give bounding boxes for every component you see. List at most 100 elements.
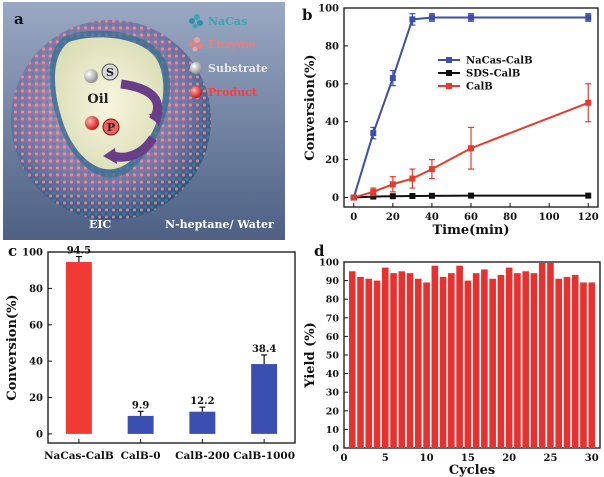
- cycle-bar-19: [505, 267, 513, 448]
- cycle-bar-26: [563, 276, 571, 448]
- cycle-bar-0: [348, 271, 356, 448]
- cycle-bar-5: [390, 273, 397, 448]
- legend-b-marker-1: [446, 70, 452, 76]
- chart-d-y-tick-label: 100: [319, 258, 339, 269]
- data-point-2-1: [370, 188, 377, 195]
- chart-b-y-tick-label: 60: [325, 79, 339, 90]
- oil-label: Oil: [87, 92, 108, 107]
- panel-b-letter-wrap: b: [302, 6, 313, 24]
- legend-b-marker-2: [446, 83, 452, 89]
- chart-b-x-axis-label: Time(min): [432, 223, 509, 238]
- chart-b-y-tick-label: 100: [318, 4, 339, 15]
- chart-b-x-tick-label: 120: [578, 212, 599, 223]
- chart-c-y-tick-label: 40: [29, 357, 43, 368]
- chart-d-y-tick-label: 80: [326, 295, 340, 306]
- cycle-bar-4: [381, 267, 389, 448]
- bar-3: [251, 364, 278, 434]
- bar-0: [65, 262, 92, 434]
- chart-d-y-tick-label: 10: [326, 425, 340, 436]
- data-point-2-6: [585, 99, 592, 106]
- s-circle: [101, 63, 119, 81]
- cycle-bar-24: [547, 263, 554, 448]
- cycle-bar-28: [580, 282, 587, 448]
- chart-b-x-tick-label: 80: [503, 212, 517, 223]
- panel-a-letter: a: [14, 10, 24, 28]
- chart-d-y-tick-label: 70: [326, 313, 340, 324]
- cycle-bar-1: [357, 276, 364, 448]
- cycle-bar-23: [538, 263, 546, 448]
- data-point-0-5: [468, 14, 474, 21]
- legend-b-label-2: CalB: [466, 82, 493, 93]
- chart-c-y-axis-label: Conversion(%): [5, 294, 20, 400]
- chart-d-y-tick-label: 30: [326, 388, 340, 399]
- legend-item-substrate: Substrate: [190, 62, 268, 75]
- data-point-0-3: [409, 16, 416, 23]
- nacas-protein-icon: [189, 14, 203, 29]
- chart-d-x-tick-label: 30: [585, 453, 599, 464]
- chart-b-x-tick-label: 100: [539, 212, 560, 223]
- oil-cavity: [55, 37, 164, 170]
- chart-b-x-tick-label: 60: [464, 212, 478, 223]
- chart-d-x-tick-label: 20: [502, 453, 516, 464]
- enzyme-icon: [189, 37, 203, 52]
- chart-c-y-tick-label: 0: [36, 429, 43, 440]
- data-point-2-0: [350, 194, 357, 201]
- s-label: S: [106, 66, 114, 79]
- p-label: P: [107, 121, 115, 134]
- chart-c: c 0 20 40 60 80 100 Conversion(%) 94.5 NaCas-CalB…: [5, 242, 296, 462]
- chart-d-y-tick-label: 90: [326, 276, 340, 287]
- chart-d-y-tick-label: 20: [326, 406, 340, 417]
- legend-item-enzyme: Enzyme: [189, 37, 256, 52]
- cycle-bar-20: [514, 273, 521, 448]
- cycle-bar-13: [456, 265, 463, 448]
- eic-label: EIC: [89, 218, 112, 231]
- bar-2: [189, 411, 216, 434]
- legend-substrate-label: Substrate: [208, 62, 268, 75]
- cycle-bar-25: [555, 278, 563, 448]
- cycle-bar-17: [489, 278, 496, 448]
- legend-item-nacas: NaCas: [189, 14, 247, 29]
- cycle-bar-15: [472, 273, 480, 448]
- cycle-bar-14: [464, 280, 472, 448]
- legend-b-marker-0: [446, 57, 452, 63]
- chart-d-y-axis-label: Yield (%): [303, 322, 318, 388]
- panel-a-illustration: S Oil P a NaCas Enzyme Substrate Product…: [3, 2, 285, 240]
- data-point-1-3: [409, 193, 416, 200]
- chart-c-frame: [47, 251, 296, 444]
- cycle-bar-2: [365, 278, 373, 448]
- data-point-2-2: [389, 181, 396, 188]
- bar-value-label-2: 12.2: [190, 396, 214, 407]
- chart-d-x-axis-label: Cycles: [449, 463, 495, 477]
- panel-c-letter: c: [8, 242, 17, 260]
- legend-b-label-0: NaCas-CalB: [466, 56, 533, 67]
- bar-value-label-0: 94.5: [67, 246, 91, 257]
- legend-enzyme-label: Enzyme: [208, 38, 256, 51]
- chart-d-y-tick-label: 40: [326, 369, 340, 380]
- cycle-bar-21: [522, 271, 529, 448]
- cycle-bar-27: [571, 275, 579, 448]
- legend-substrate-icon: [190, 62, 202, 74]
- bar-1: [127, 415, 154, 434]
- chart-d-y-tick-label: 0: [332, 444, 339, 455]
- legend-product-label: Product: [208, 86, 258, 99]
- panel-d-letter: d: [314, 242, 325, 260]
- chart-c-y-tick-label: 60: [29, 320, 43, 331]
- chart-b: 0 20 40 60 80 100 120 0 20 40 60 80 100 Time(min) Conv…: [303, 4, 599, 239]
- cycle-bar-22: [530, 273, 538, 448]
- chart-d-x-tick-label: 5: [382, 453, 389, 464]
- legend-nacas-label: NaCas: [208, 15, 247, 28]
- chart-b-y-tick-label: 40: [325, 117, 339, 128]
- chart-b-x-tick-label: 0: [350, 212, 357, 223]
- cycle-bar-16: [481, 269, 488, 448]
- chart-b-x-tick-label: 40: [425, 212, 439, 223]
- chart-b-y-tick-label: 0: [332, 193, 339, 204]
- data-point-1-5: [468, 192, 474, 199]
- cycle-bar-6: [398, 271, 406, 448]
- data-point-0-4: [428, 14, 435, 21]
- chart-b-y-tick-label: 20: [325, 155, 339, 166]
- chart-c-x-tick-label: CalB-0: [121, 450, 161, 462]
- cycle-bar-3: [373, 280, 381, 448]
- bar-value-label-1: 9.9: [132, 400, 149, 411]
- legend-a: NaCas Enzyme Substrate Product: [189, 14, 268, 99]
- cycle-bar-11: [439, 276, 447, 448]
